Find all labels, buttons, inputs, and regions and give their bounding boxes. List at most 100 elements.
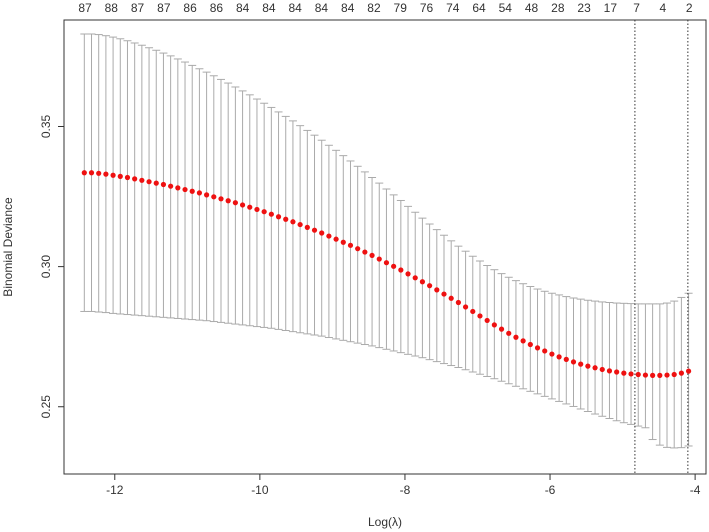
data-point: [592, 365, 598, 371]
data-point: [650, 372, 656, 378]
error-bar: [252, 98, 261, 328]
top-count-label: 7: [633, 1, 640, 15]
error-bar: [432, 229, 441, 363]
data-point: [283, 216, 289, 222]
data-point: [534, 345, 541, 351]
data-point: [621, 370, 627, 376]
error-bar: [353, 165, 362, 344]
top-count-label: 87: [157, 1, 171, 15]
error-bar: [540, 290, 549, 397]
error-bar: [238, 90, 247, 326]
data-point: [498, 326, 505, 332]
error-bar: [576, 298, 585, 410]
error-bar: [404, 205, 413, 355]
error-bar: [346, 160, 355, 343]
x-axis: -12 -10 -8 -6 -4: [106, 474, 701, 497]
top-count-label: 79: [394, 1, 408, 15]
data-point: [383, 260, 390, 266]
data-point: [462, 304, 469, 310]
error-bar: [281, 115, 290, 332]
x-tick-label: -6: [545, 483, 556, 497]
data-point: [153, 180, 159, 186]
data-point: [671, 371, 677, 378]
error-bar: [368, 176, 377, 347]
error-bar: [389, 194, 398, 352]
data-point: [685, 368, 692, 374]
data-point: [506, 330, 512, 336]
data-point: [261, 209, 267, 215]
error-bar: [533, 288, 542, 395]
data-point: [204, 192, 210, 198]
data-point: [398, 267, 404, 273]
error-bar: [641, 303, 650, 429]
data-point: [88, 170, 95, 176]
data-point: [275, 214, 282, 220]
error-bar: [447, 240, 456, 367]
error-bar: [231, 86, 240, 325]
data-point: [175, 185, 181, 191]
error-bar: [440, 234, 449, 365]
error-bar: [418, 217, 427, 359]
error-bar: [634, 303, 643, 427]
error-bar: [627, 303, 636, 425]
data-point: [441, 291, 447, 297]
top-count-label: 74: [446, 1, 460, 15]
data-point: [549, 351, 555, 357]
data-point: [362, 249, 368, 255]
top-count-label: 54: [499, 1, 513, 15]
data-point: [168, 183, 174, 189]
plot-frame: [63, 19, 707, 475]
data-point: [326, 233, 332, 239]
data-point: [391, 263, 397, 269]
data-point: [369, 252, 375, 259]
data-point: [434, 287, 440, 293]
data-point: [520, 338, 526, 344]
data-point: [160, 181, 167, 188]
data-point: [628, 371, 634, 377]
data-point: [218, 196, 224, 202]
error-bar: [296, 125, 305, 334]
data-point: [139, 177, 145, 183]
data-point: [196, 190, 203, 196]
error-bars: [80, 33, 693, 449]
data-point: [333, 236, 339, 242]
x-tick-label: -12: [106, 483, 124, 497]
data-point: [247, 204, 253, 210]
data-point: [513, 334, 519, 340]
x-tick-label: -10: [251, 483, 269, 497]
error-bar: [324, 144, 333, 339]
error-bar: [245, 94, 254, 327]
data-point: [470, 308, 476, 315]
error-bar: [612, 302, 621, 422]
top-count-label: 84: [315, 1, 329, 15]
data-point: [132, 176, 138, 182]
data-point: [347, 242, 354, 248]
top-count-label: 87: [78, 1, 92, 15]
error-bar: [598, 301, 607, 417]
top-count-label: 64: [472, 1, 486, 15]
top-count-label: 17: [604, 1, 618, 15]
top-count-label: 84: [341, 1, 355, 15]
top-axis-nonzero-counts: 87 88 87 87 86 86 84 84 84 84 84 82 79 76 74 64 54 48 28 23…: [78, 1, 693, 15]
data-point: [427, 283, 433, 289]
y-tick-label: 0.35: [39, 114, 53, 138]
data-point: [642, 372, 649, 378]
data-point: [419, 279, 426, 285]
error-bar: [411, 211, 420, 357]
error-bar: [519, 283, 528, 390]
data-point: [146, 179, 152, 185]
error-bar: [288, 120, 297, 333]
top-count-label: 2: [686, 1, 693, 15]
y-tick-label: 0.30: [39, 255, 53, 279]
error-bar: [267, 106, 276, 329]
mean-deviance-points: [81, 170, 692, 378]
data-point: [585, 363, 591, 369]
data-point: [614, 369, 620, 375]
error-bar: [332, 149, 341, 340]
data-point: [405, 271, 411, 277]
top-count-label: 4: [660, 1, 667, 15]
error-bar: [396, 199, 405, 354]
data-point: [225, 198, 231, 204]
error-bar: [375, 182, 384, 349]
error-bar: [425, 223, 434, 361]
